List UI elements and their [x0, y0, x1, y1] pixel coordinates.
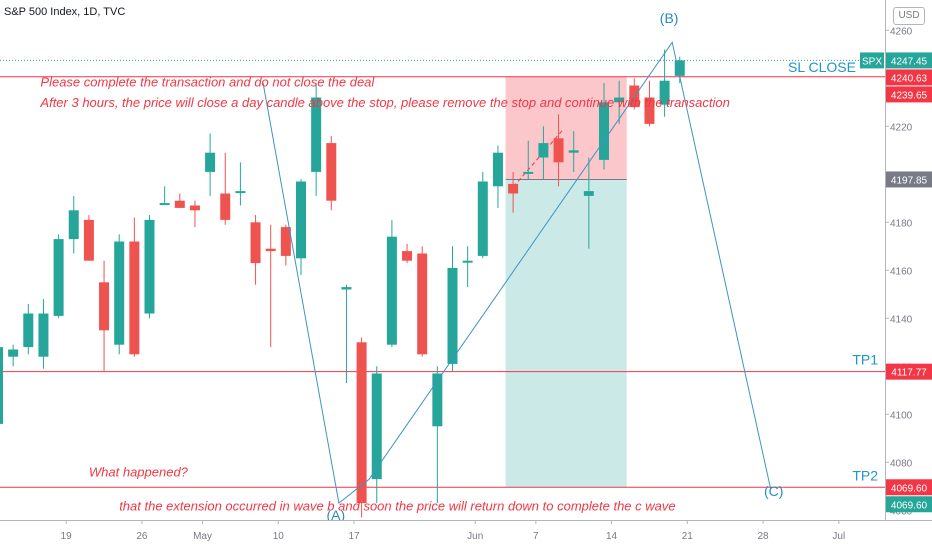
candle-body	[129, 241, 140, 355]
candle-body	[8, 349, 19, 357]
candle-body	[265, 248, 276, 252]
wave-label: (A)	[327, 507, 346, 523]
x-tick-label: Jul	[832, 531, 845, 542]
candle-body	[659, 80, 670, 105]
candle-body	[568, 150, 579, 153]
candle-body	[356, 342, 367, 504]
candle-body	[508, 183, 519, 194]
price-label-box	[886, 363, 932, 380]
candle-body	[341, 287, 352, 290]
candle-body	[462, 260, 473, 263]
x-tick-label: 28	[758, 531, 770, 542]
x-tick-label: 7	[533, 531, 539, 542]
candle-body	[68, 210, 79, 240]
wave-label: (C)	[764, 483, 783, 499]
price-label-box	[886, 496, 932, 513]
level-label: TP2	[852, 467, 878, 483]
candle-body	[144, 219, 155, 314]
candle-body	[523, 171, 534, 174]
candle-body	[538, 143, 549, 158]
x-tick-label: 14	[606, 531, 618, 542]
price-label-text: 4247.45	[891, 56, 928, 67]
price-label-text: 4240.63	[891, 73, 928, 84]
candle-body	[553, 138, 564, 163]
level-label: TP1	[852, 352, 878, 368]
candle-body	[583, 191, 594, 196]
wave-label: (B)	[660, 10, 679, 26]
price-label-text: 4197.85	[891, 175, 928, 186]
price-label-text: 4069.60	[891, 483, 928, 494]
annotation-text: Please complete the transaction and do n…	[40, 75, 375, 90]
candle-body	[599, 102, 609, 160]
x-tick-label: 26	[136, 531, 148, 542]
x-tick-label: 17	[348, 531, 360, 542]
y-tick-label: 4100	[890, 410, 913, 421]
wave-path	[262, 41, 772, 505]
candle-body	[38, 313, 49, 357]
candle-body	[296, 181, 306, 259]
y-tick-label: 4180	[890, 218, 913, 229]
y-tick-label: 4140	[890, 314, 913, 325]
price-label-box	[886, 69, 932, 86]
price-label-box	[886, 479, 932, 496]
candle-body	[326, 143, 337, 201]
price-label-box	[886, 171, 932, 188]
time-axis-bg	[0, 520, 932, 550]
candle-body	[99, 282, 110, 331]
candle-body	[250, 222, 261, 264]
candle-body	[189, 205, 200, 211]
candle-body	[492, 152, 503, 187]
candle-body	[0, 347, 3, 424]
candle-body	[23, 313, 34, 348]
candle-body	[432, 373, 443, 427]
y-tick-label: 4080	[890, 458, 913, 469]
x-tick-label: 10	[273, 531, 285, 542]
candle-body	[205, 152, 216, 172]
candle-body	[311, 97, 322, 172]
candle-body	[159, 203, 170, 206]
symbol-title: S&P 500 Index, 1D, TVC	[4, 6, 126, 18]
candle-body	[644, 97, 655, 124]
candle-body	[674, 60, 685, 76]
x-tick-label: 19	[61, 531, 73, 542]
y-tick-label: 4160	[890, 266, 913, 277]
symbol-badge: SPX	[862, 56, 882, 67]
y-tick-label: 4220	[890, 122, 913, 133]
candle-body	[447, 267, 458, 364]
candle-body	[417, 253, 428, 355]
candle-body	[402, 251, 413, 261]
level-label: SL CLOSE	[788, 59, 856, 75]
candle-body	[280, 227, 291, 256]
profit-zone	[505, 179, 627, 488]
candle-body	[614, 97, 625, 103]
candle-body	[371, 373, 382, 480]
price-label-box	[886, 86, 932, 103]
y-tick-label: 4260	[890, 26, 913, 37]
currency-button[interactable]: USD	[893, 7, 925, 25]
candle-body	[114, 241, 125, 345]
candle-body	[477, 181, 488, 256]
annotation-text: What happened?	[89, 465, 189, 480]
candle-body	[83, 219, 94, 261]
price-label-text: 4239.65	[891, 90, 928, 101]
candle-body	[53, 239, 64, 316]
candle-body	[386, 236, 397, 345]
x-tick-label: Jun	[467, 531, 483, 542]
price-label-text: 4117.77	[891, 368, 927, 379]
price-label-box	[886, 52, 932, 69]
symbol-badge-box	[860, 52, 884, 69]
candle-body	[174, 200, 185, 208]
annotation-text: After 3 hours, the price will close a da…	[39, 95, 729, 110]
x-tick-label: May	[193, 531, 212, 542]
x-tick-label: 21	[682, 531, 694, 542]
candle-body	[220, 193, 231, 220]
price-label-text: 4069.60	[891, 500, 928, 511]
annotation-text: that the extension occurred in wave b an…	[119, 498, 675, 513]
candle-body	[235, 191, 246, 194]
